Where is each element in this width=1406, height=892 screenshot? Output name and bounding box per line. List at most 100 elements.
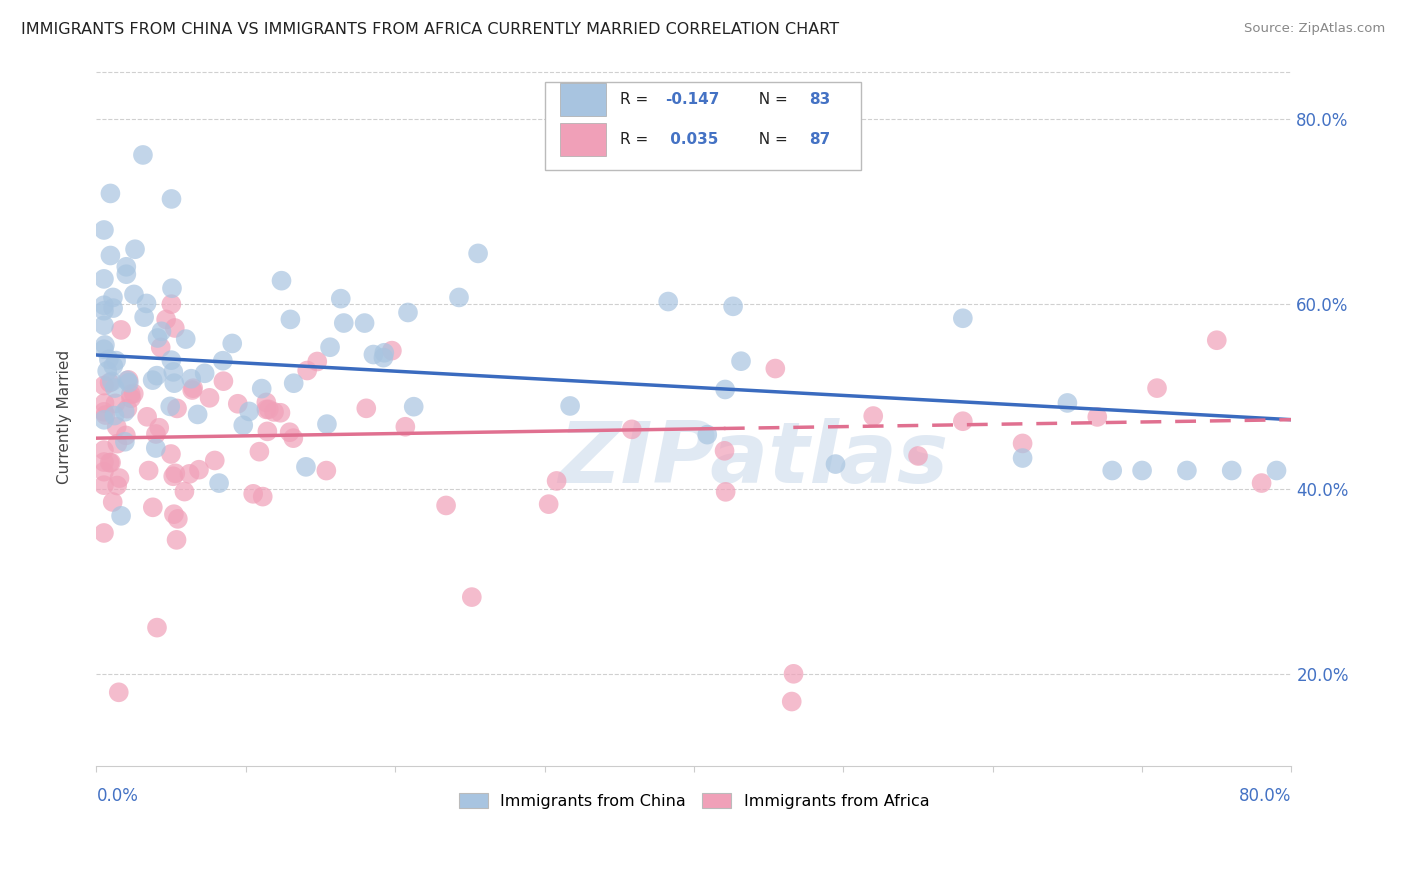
Point xyxy=(295,459,318,474)
Point xyxy=(1146,381,1168,395)
Point xyxy=(93,223,115,237)
Point xyxy=(295,363,318,377)
Point xyxy=(447,290,470,304)
Point xyxy=(537,497,560,511)
Point xyxy=(142,373,165,387)
Point xyxy=(250,382,273,396)
Point xyxy=(115,428,138,442)
Point xyxy=(115,267,138,281)
Point xyxy=(146,331,169,345)
Point xyxy=(180,372,202,386)
Point xyxy=(283,376,305,391)
Point xyxy=(952,311,974,326)
Point xyxy=(150,324,173,338)
Point xyxy=(179,467,201,481)
Point xyxy=(122,386,145,401)
Point xyxy=(257,402,280,417)
Point xyxy=(1175,463,1198,477)
Point xyxy=(394,419,416,434)
Point xyxy=(278,425,301,440)
Point xyxy=(952,414,974,428)
Point xyxy=(824,457,846,471)
Point xyxy=(187,408,209,422)
Point xyxy=(204,453,226,467)
Point xyxy=(270,274,292,288)
Point xyxy=(145,427,167,442)
Point xyxy=(363,347,385,361)
Point xyxy=(122,287,145,301)
Point xyxy=(713,443,735,458)
Point xyxy=(254,402,277,417)
Point xyxy=(97,352,120,367)
Point xyxy=(93,478,115,492)
Point xyxy=(763,361,786,376)
Text: ZIPatlas: ZIPatlas xyxy=(558,417,949,500)
Point xyxy=(96,364,118,378)
Point xyxy=(115,373,138,387)
Text: 0.0%: 0.0% xyxy=(97,787,138,805)
Point xyxy=(1220,463,1243,477)
Point xyxy=(103,359,125,373)
Point xyxy=(163,376,186,391)
Point xyxy=(93,455,115,469)
Point xyxy=(155,312,177,326)
FancyBboxPatch shape xyxy=(560,83,606,116)
Point xyxy=(226,397,249,411)
Point xyxy=(620,422,643,436)
Point xyxy=(134,310,156,325)
Point xyxy=(714,383,737,397)
Point xyxy=(307,354,329,368)
Point xyxy=(263,405,285,419)
Point xyxy=(135,296,157,310)
Point xyxy=(1205,333,1227,347)
Point xyxy=(862,409,884,423)
Point xyxy=(101,290,124,304)
Point xyxy=(173,484,195,499)
Point xyxy=(105,478,128,492)
Point xyxy=(148,421,170,435)
Point xyxy=(211,353,233,368)
Point xyxy=(174,332,197,346)
Point xyxy=(101,301,124,315)
Point xyxy=(1011,436,1033,450)
Text: 87: 87 xyxy=(808,132,830,147)
Point xyxy=(269,406,291,420)
Point xyxy=(238,404,260,418)
Text: -0.147: -0.147 xyxy=(665,92,720,107)
Point xyxy=(461,590,484,604)
Text: 0.035: 0.035 xyxy=(665,132,718,147)
Text: N =: N = xyxy=(749,92,793,107)
Point xyxy=(108,471,131,485)
Legend: Immigrants from China, Immigrants from Africa: Immigrants from China, Immigrants from A… xyxy=(453,787,935,815)
Point xyxy=(93,378,115,392)
Point xyxy=(163,321,186,335)
Point xyxy=(283,431,305,445)
Point xyxy=(94,408,117,422)
Point xyxy=(356,401,378,416)
Point xyxy=(110,323,132,337)
Point xyxy=(373,351,395,365)
Point xyxy=(160,192,183,206)
Point xyxy=(1250,476,1272,491)
Point xyxy=(104,396,127,410)
Text: R =: R = xyxy=(620,92,652,107)
Point xyxy=(166,533,188,547)
Point xyxy=(381,343,404,358)
Point xyxy=(110,508,132,523)
Text: R =: R = xyxy=(620,132,652,147)
Point xyxy=(181,381,204,395)
Point xyxy=(101,375,124,389)
Point xyxy=(105,436,128,450)
Point xyxy=(120,387,142,401)
Point xyxy=(402,400,425,414)
Point xyxy=(333,316,356,330)
Point xyxy=(247,444,270,458)
Point xyxy=(114,434,136,449)
Point xyxy=(103,409,125,423)
Point xyxy=(1130,463,1153,477)
Point xyxy=(280,312,302,326)
Point xyxy=(198,391,221,405)
Point xyxy=(100,248,122,262)
Point xyxy=(252,490,274,504)
Point xyxy=(780,694,803,708)
